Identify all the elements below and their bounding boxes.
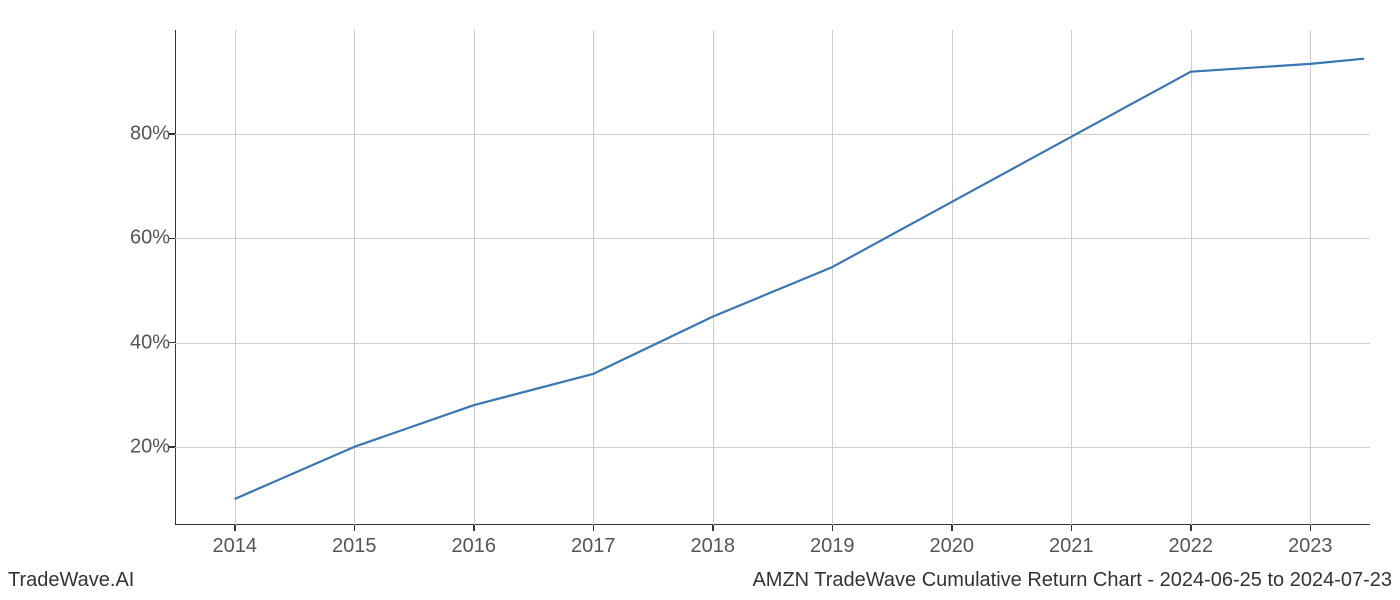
xtick-mark [1190,525,1192,531]
footer-caption: AMZN TradeWave Cumulative Return Chart -… [752,569,1392,592]
xtick-label: 2014 [213,535,258,558]
xtick-label: 2022 [1169,535,1214,558]
xtick-label: 2015 [332,535,377,558]
xtick-mark [473,525,475,531]
xtick-mark [234,525,236,531]
footer-brand: TradeWave.AI [8,569,134,592]
xtick-mark [712,525,714,531]
xtick-label: 2017 [571,535,616,558]
ytick-label: 60% [130,227,170,250]
xtick-label: 2019 [810,535,855,558]
xtick-mark [1310,525,1312,531]
xtick-label: 2023 [1288,535,1333,558]
xtick-label: 2021 [1049,535,1094,558]
chart-plot-area [175,30,1370,525]
ytick-label: 80% [130,123,170,146]
xtick-label: 2020 [930,535,975,558]
xtick-mark [832,525,834,531]
ytick-label: 40% [130,331,170,354]
xtick-mark [354,525,356,531]
xtick-mark [1071,525,1073,531]
xtick-mark [593,525,595,531]
xtick-label: 2016 [452,535,497,558]
xtick-label: 2018 [691,535,736,558]
xtick-mark [951,525,953,531]
line-series [175,30,1370,525]
return-line [235,59,1364,499]
ytick-label: 20% [130,435,170,458]
